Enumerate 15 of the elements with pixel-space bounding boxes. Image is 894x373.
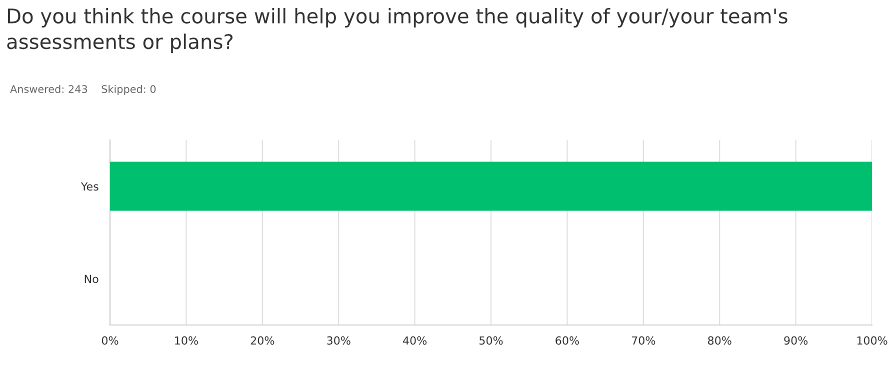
x-tick-label: 40%	[402, 336, 427, 345]
x-tick-label: 0%	[102, 336, 118, 345]
x-tick-label: 30%	[327, 336, 350, 345]
chart-title: Do you think the course will help you improve the quality of your/your team's assessments or plans?	[7, 8, 788, 54]
chart-subtitle: Answered: 243 Skipped: 0	[10, 84, 156, 96]
y-tick-label: No	[84, 274, 98, 284]
x-tick-label: 60%	[556, 336, 579, 345]
x-tick-label: 20%	[250, 336, 274, 345]
x-tick-label: 90%	[784, 336, 808, 345]
y-tick-label: Yes	[80, 182, 98, 191]
x-tick-label: 70%	[632, 336, 656, 345]
x-tick-label: 10%	[175, 336, 198, 345]
x-tick-label: 100%	[857, 336, 888, 345]
x-tick-label: 80%	[708, 336, 732, 345]
x-tick-label: 50%	[480, 336, 503, 345]
